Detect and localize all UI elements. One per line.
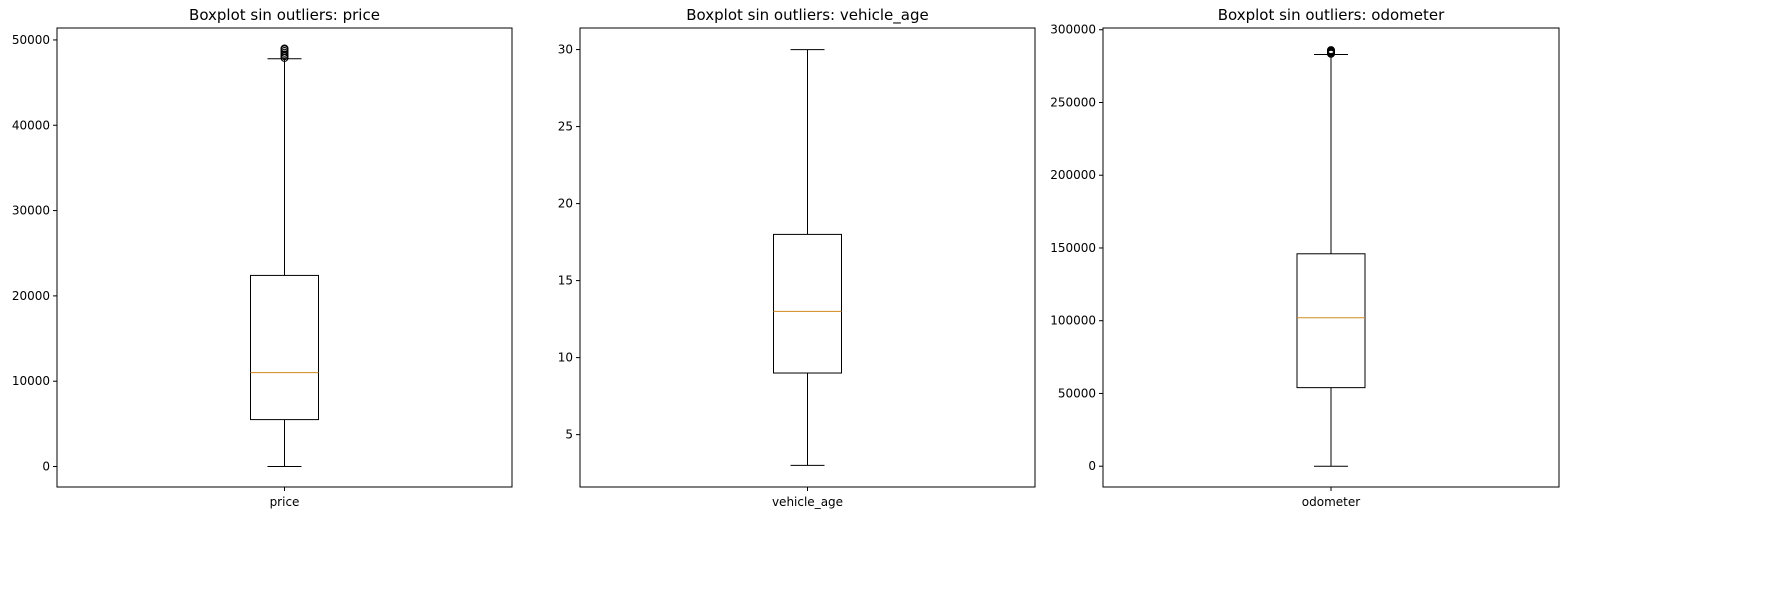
y-tick-label: 150000 — [1050, 241, 1096, 255]
chart-title: Boxplot sin outliers: price — [189, 6, 380, 24]
chart-panel-3: Boxplot sin outliers: odometer 0 50000 1000… — [1050, 6, 1560, 509]
y-tick-label: 50000 — [1058, 386, 1096, 400]
y-tick-label: 200000 — [1050, 168, 1096, 182]
iqr-box — [1296, 253, 1366, 389]
chart-title: Boxplot sin outliers: vehicle_age — [686, 6, 928, 25]
y-tick-label: 0 — [42, 460, 50, 474]
y-tick-label: 10 — [558, 351, 573, 365]
iqr-box — [250, 274, 319, 421]
chart-panel-1: Boxplot sin outliers: price 0 10000 20000 30… — [12, 6, 513, 509]
plot-frame — [56, 27, 513, 488]
x-tick-label: vehicle_age — [772, 495, 843, 509]
chart-panel-2: Boxplot sin outliers: vehicle_age 5 10 15 20… — [558, 6, 1036, 509]
y-tick-label: 250000 — [1050, 95, 1096, 109]
plot-frame — [1102, 27, 1560, 488]
plot-frame — [579, 27, 1036, 488]
y-tick-label: 15 — [558, 274, 573, 288]
y-tick-label: 25 — [558, 120, 573, 134]
chart-title: Boxplot sin outliers: odometer — [1218, 6, 1445, 24]
iqr-box — [773, 233, 842, 374]
outlier-point — [1327, 46, 1335, 55]
y-tick-label: 300000 — [1050, 23, 1096, 37]
y-tick-label: 30 — [558, 43, 573, 57]
y-tick-label: 20000 — [12, 289, 50, 303]
outlier-point — [280, 44, 289, 53]
x-tick-label: odometer — [1302, 495, 1360, 509]
y-tick-label: 10000 — [12, 374, 50, 388]
y-tick-label: 30000 — [12, 204, 50, 218]
y-tick-label: 100000 — [1050, 314, 1096, 328]
y-tick-label: 20 — [558, 197, 573, 211]
y-tick-label: 40000 — [12, 118, 50, 132]
y-tick-label: 5 — [565, 428, 573, 442]
y-tick-label: 50000 — [12, 33, 50, 47]
y-tick-label: 0 — [1088, 459, 1096, 473]
x-tick-label: price — [270, 495, 300, 509]
